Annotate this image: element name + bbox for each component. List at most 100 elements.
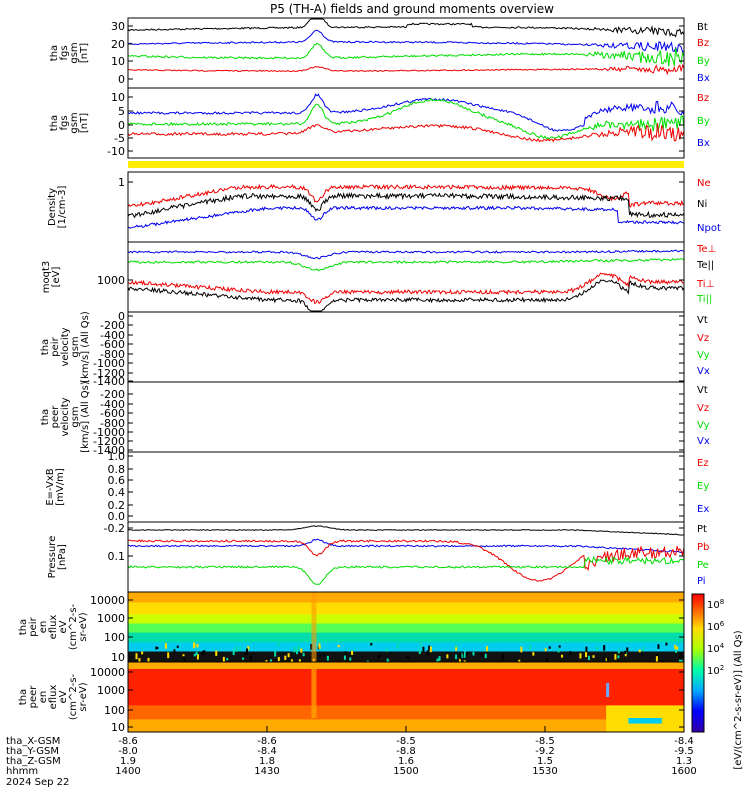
ylabel-line: fgs [59, 45, 70, 60]
ylabel-line: [eV] [51, 267, 62, 288]
ylabel-line: velocity [60, 397, 71, 436]
ytick-label: -1400 [93, 375, 125, 388]
heatmap-speck [458, 657, 461, 662]
ytick-label: 100 [104, 631, 125, 644]
heatmap-speck [290, 659, 293, 663]
ytick-label: 1000 [97, 684, 125, 697]
ytick-label: 0.8 [108, 463, 126, 476]
heatmap-speck [274, 650, 277, 657]
panels [127, 17, 685, 733]
heatmap-speck [463, 651, 466, 656]
yticks-peer_eflux: 10000 1000 100 10 [90, 666, 684, 734]
legend-peir_velocity-3: Vx [697, 366, 710, 377]
ytick-label: 10 [111, 721, 125, 734]
heatmap-speck [446, 654, 449, 659]
heatmap-speck [606, 656, 609, 661]
heatmap-speck [436, 658, 439, 665]
heatmap-speck [182, 654, 185, 657]
heatmap-band [128, 651, 684, 663]
heatmap-speck [642, 646, 645, 652]
ylabel-line: [km/s] (All Qs) [80, 381, 91, 453]
series-line [127, 249, 685, 260]
heatmap-speck [147, 657, 150, 663]
heatmap-speck [460, 653, 463, 658]
heatmap-speck [438, 656, 441, 661]
heatmap-band [128, 642, 684, 652]
heatmap-speck [284, 655, 287, 660]
ytick-label: -800 [100, 348, 125, 361]
heatmap-speck [429, 646, 432, 653]
legend-temperature-2: Ti⊥ [696, 279, 714, 290]
heatmap-speck [484, 653, 487, 659]
ylabel-line: eV [58, 690, 69, 703]
ytick-label: 0.0 [108, 510, 126, 523]
series-line [127, 205, 685, 229]
ytick-label: 10 [111, 55, 125, 68]
xaxis-value: -8.5 [396, 736, 416, 747]
ylabel-line: gsm [70, 336, 81, 357]
heatmap-speck [377, 654, 380, 658]
heatmap-speck [605, 658, 608, 661]
xaxis-value: 1400 [115, 766, 140, 777]
ytick-label: -800 [100, 417, 125, 430]
ylabel-line: en [38, 621, 49, 634]
xaxis-date: 2024 Sep 22 [6, 777, 69, 788]
ylabel-line: [mV/m] [55, 468, 66, 506]
series-line [127, 272, 684, 305]
panel-frame [127, 381, 685, 453]
heatmap-speck [183, 658, 186, 664]
heatmap-speck [202, 650, 205, 656]
xaxis-value: 1430 [254, 766, 279, 777]
heatmap-band [128, 705, 684, 720]
xaxis-value: -8.8 [396, 746, 416, 757]
ylabel-line: moqt3 [41, 261, 52, 294]
legend-density-0: Ne [697, 178, 711, 189]
heatmap-speck [300, 648, 303, 653]
heatmap-speck [323, 654, 326, 657]
yticks-peir_velocity: 0-200-400-600-800-1000-1200-1400 [93, 310, 684, 388]
legend-fgs_gsm-3: Bx [697, 73, 710, 84]
heatmap-speck [602, 656, 605, 660]
legend-density-2: Npot [697, 223, 721, 234]
series-line [127, 257, 685, 272]
panel-frame [127, 311, 685, 383]
heatmap-speck [277, 656, 280, 662]
xaxis-row-label: tha_Y-GSM [6, 746, 59, 757]
series-line [127, 525, 685, 536]
xaxis-value: 1.3 [676, 756, 692, 767]
series-line [127, 123, 685, 143]
heatmap-speck [678, 659, 681, 663]
heatmap-speck [418, 649, 421, 655]
x-axis-labels: tha_X-GSM -8.6 -8.6 -8.5 -8.5 -8.4 tha_Y-GSM -8… [6, 726, 697, 788]
yticks-pressure: 0.1 [108, 550, 684, 563]
ylabel-line: Density [47, 188, 58, 226]
heatmap-speck [624, 654, 627, 657]
heatmap-band [128, 614, 684, 624]
ylabel-line: (cm^2-s- [68, 603, 79, 650]
ylabel-line: E=-VxB [45, 468, 56, 505]
heatmap-speck [249, 656, 252, 661]
heatmap-speck [465, 652, 468, 656]
heatmap-speck [242, 657, 245, 660]
ytick-label: -600 [100, 407, 125, 420]
heatmap-speck [406, 655, 409, 659]
heatmap-speck [287, 653, 290, 658]
heatmap-speck [269, 659, 272, 663]
heatmap-speck [155, 646, 158, 650]
heatmap-speck [226, 658, 229, 661]
series-line [127, 555, 685, 585]
ylabel-line: eflux [48, 685, 59, 710]
heatmap-speck [426, 650, 429, 657]
ytick-label: -400 [100, 398, 125, 411]
xaxis-row-label: hhmm [6, 766, 38, 777]
ylabel-fgs_gsm: tha fgs gsm [nT] [49, 42, 90, 63]
heatmap-speck [674, 644, 677, 650]
ytick-label: -0.2 [104, 522, 125, 535]
ylabel-line: eV [58, 620, 69, 633]
xaxis-value: 1530 [532, 766, 557, 777]
ylabel-line: [1/cm-3] [57, 186, 68, 229]
ytick-label: -10 [107, 145, 125, 158]
ylabel-line: [km/s] (All Qs) [80, 311, 91, 383]
legend-peir_velocity-2: Vy [697, 350, 710, 361]
ylabel-peer_eflux: tha peer en eflux eV (cm^2-s-sr-eV) [18, 673, 89, 720]
